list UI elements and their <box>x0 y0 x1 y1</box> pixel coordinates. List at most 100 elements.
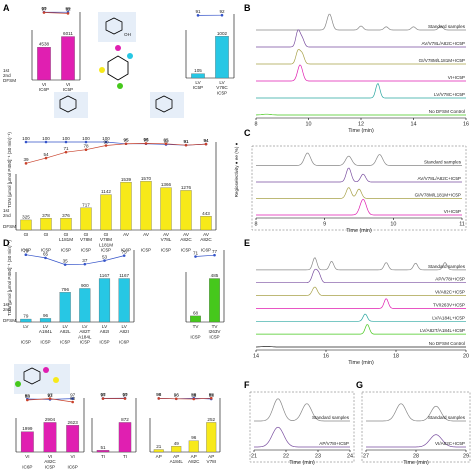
trace-label: Standard samples <box>312 415 350 420</box>
category-label: IC6P <box>39 87 49 92</box>
ton-axis-title: TON (µmol [µmol P450]⁻¹ (30 min)⁻¹) <box>7 240 12 316</box>
bar <box>96 450 110 453</box>
bar-value-label: 1999 <box>22 426 33 431</box>
regioselectivity-line <box>25 254 125 265</box>
bar <box>20 318 32 323</box>
bar <box>215 36 229 79</box>
x-tick-label: 11 <box>459 222 465 228</box>
ee-line <box>25 143 207 164</box>
row-header-row2: 2nd <box>3 307 11 312</box>
row-header-row3: DFSM <box>3 78 16 83</box>
bar <box>79 288 91 323</box>
ee-value: 96 <box>143 137 149 142</box>
trace-line <box>256 286 466 296</box>
x-tick-label: 29 <box>463 454 469 460</box>
category-label: IC5P <box>40 340 50 345</box>
bar <box>140 181 152 231</box>
regioselectivity-value: 79 <box>23 249 29 254</box>
chromatogram-g: Standard samples VI/A82C+IC5P 27 28 29 Time (… <box>361 391 471 466</box>
ee-point <box>101 397 105 400</box>
bar-value-label: 96 <box>191 435 197 440</box>
bar <box>171 446 182 453</box>
category-label: TV <box>212 324 219 329</box>
ee-value: 71 <box>63 146 69 151</box>
bar-value-label: 2904 <box>45 417 56 422</box>
bar-value-label: 1002 <box>217 31 228 36</box>
category-label: GI <box>104 232 109 237</box>
ee-point <box>157 397 161 400</box>
x-tick-label: 21 <box>251 454 257 460</box>
x-tick-label: 8 <box>255 222 258 228</box>
trace-line <box>366 434 466 448</box>
trace-line <box>256 313 466 322</box>
category-label: IC5P <box>193 85 203 90</box>
regioselectivity-point <box>83 262 87 266</box>
category-label: I263V <box>208 329 221 334</box>
category-label: IC5P <box>60 340 70 345</box>
category-label: A82C <box>180 237 192 242</box>
regioselectivity-point <box>103 259 106 262</box>
bar <box>43 422 57 453</box>
bar-value-label: 21 <box>156 444 162 449</box>
ee-point <box>64 150 68 154</box>
bar-value-label: 79 <box>23 314 29 319</box>
x-axis-title: Time (min) <box>348 360 374 366</box>
bar <box>209 278 220 323</box>
regioselectivity-value: 99 <box>191 392 197 397</box>
category-label: TV <box>193 324 200 329</box>
x-axis-title: Time (min) <box>348 128 374 134</box>
row-header-row1: 1st <box>3 302 10 307</box>
bar-value-label: 51 <box>100 445 106 450</box>
bar-value-label: 376 <box>62 213 70 218</box>
regioselectivity-value: 94 <box>203 138 209 143</box>
bar-value-label: 872 <box>121 417 129 422</box>
bar-value-label: 6011 <box>63 31 73 36</box>
regioselectivity-value: 100 <box>62 136 70 141</box>
bar-value-label: 325 <box>22 214 30 219</box>
regioselectivity-value: 100 <box>102 136 110 141</box>
panel-letter-d: D <box>3 238 10 248</box>
category-label: LV <box>82 324 88 329</box>
ee-value: 95 <box>191 393 197 398</box>
category-label: AV <box>203 232 210 237</box>
regioselectivity-value: 98 <box>100 392 106 397</box>
ee-value: 99 <box>209 392 215 397</box>
category-label: VI <box>70 454 74 459</box>
category-label: V78M <box>80 237 92 242</box>
regioselectivity-point <box>104 140 108 144</box>
oh-label: OH <box>124 32 131 37</box>
trace-line <box>255 113 466 116</box>
x-tick-label: 23 <box>315 454 321 460</box>
row-header-row2: 2nd <box>3 73 11 78</box>
bar <box>118 278 130 323</box>
regioselectivity-value: 35 <box>63 258 69 263</box>
category-label: VI <box>66 82 70 87</box>
bar-value-label: 105 <box>194 68 202 73</box>
regioselectivity-value: 95 <box>123 138 129 143</box>
category-label: IC5P <box>81 248 91 253</box>
regioselectivity-value: 91 <box>195 9 201 14</box>
category-label: IC5P <box>41 248 51 253</box>
bar <box>80 207 92 231</box>
category-label: V78M <box>100 237 112 242</box>
bar <box>20 431 34 453</box>
trace-line <box>256 268 466 284</box>
x-tick-label: 8 <box>255 122 258 128</box>
category-label: IC5P <box>80 340 90 345</box>
bar <box>118 422 132 453</box>
bar-chart-d-top-left: 79 65 35 37 53 75 79 96 796 900 1167 1167 LV LV LV LV LV… <box>15 249 135 345</box>
bar-value-label: 1570 <box>141 176 152 181</box>
bar <box>190 315 201 323</box>
category-label: IC5P <box>217 90 227 95</box>
ee-value: 98 <box>156 392 162 397</box>
trace-label: Standard samples <box>428 264 466 269</box>
x-tick-label: 10 <box>306 122 312 128</box>
ee-value: 92 <box>65 7 71 12</box>
category-label: TI <box>123 454 127 459</box>
regioselectivity-value: 93 <box>163 138 169 143</box>
regioselectivity-value: 97 <box>70 392 76 397</box>
ee-point <box>124 142 128 146</box>
bar <box>39 318 52 323</box>
bar <box>153 449 164 453</box>
ee-value: 39 <box>23 157 29 162</box>
